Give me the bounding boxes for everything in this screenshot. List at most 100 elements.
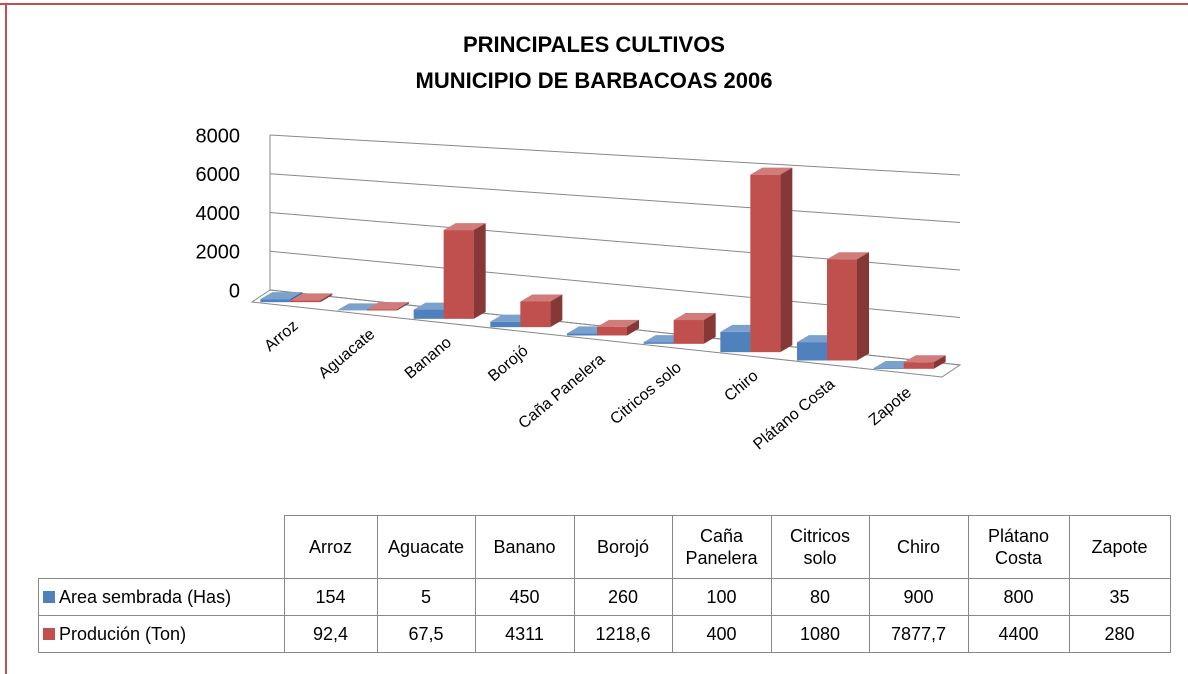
value-cell: 4400 xyxy=(967,615,1070,653)
grid-line xyxy=(269,173,961,223)
bar-front xyxy=(520,301,551,328)
category-cell: Citricos solo xyxy=(770,515,870,579)
value-cell: 1080 xyxy=(770,615,870,653)
value-cell: 100 xyxy=(671,578,772,616)
bar-front xyxy=(367,309,397,311)
bar xyxy=(520,294,563,328)
bar-top xyxy=(597,319,639,327)
bar-front xyxy=(567,333,597,336)
bar-front xyxy=(827,259,857,361)
bar-front xyxy=(260,299,291,303)
bar-top xyxy=(520,294,563,302)
y-tick-label: 0 xyxy=(229,280,240,302)
bar-top xyxy=(260,292,303,300)
bar-front xyxy=(797,342,827,361)
y-tick-label: 2000 xyxy=(196,242,241,264)
value-cell: 400 xyxy=(671,615,772,653)
table-header: Arroz Aguacate Banano Borojó Caña Panelera Ci… xyxy=(39,515,1171,579)
bar-front xyxy=(413,309,444,319)
category-cell: Banano xyxy=(474,515,575,579)
bar-side xyxy=(857,252,869,361)
category-cell: Plátano Costa xyxy=(967,515,1070,579)
bar-top xyxy=(443,223,486,231)
x-tick-label: Citricos solo xyxy=(607,359,685,428)
x-tick-label: Aguacate xyxy=(316,326,379,383)
bar-front xyxy=(873,368,904,369)
category-cell: Arroz xyxy=(283,515,378,579)
bar xyxy=(367,302,409,311)
bar xyxy=(443,223,486,319)
chart-subtitle: MUNICIPIO DE BARBACOAS 2006 xyxy=(416,68,773,93)
value-cell: 67,5 xyxy=(376,615,476,653)
bar xyxy=(827,252,869,361)
legend-key xyxy=(43,628,55,640)
legend-label: Area sembrada (Has) xyxy=(59,587,232,607)
x-tick-label: Banano xyxy=(402,334,455,383)
blank-cell xyxy=(39,516,285,579)
legend-cell: Produción (Ton) xyxy=(38,615,285,653)
bar-side xyxy=(320,293,333,303)
data-table: Arroz Aguacate Banano Borojó Caña Panelera Ci… xyxy=(38,515,1171,653)
y-tick-label: 6000 xyxy=(196,164,241,186)
x-tick-label: Zapote xyxy=(866,384,915,429)
legend-label: Produción (Ton) xyxy=(59,624,187,644)
bar-top xyxy=(903,355,946,363)
legend-key xyxy=(43,591,55,603)
value-cell: 80 xyxy=(770,578,870,616)
bar-top xyxy=(673,313,716,321)
table-row: Area sembrada (Has) 154 5 450 260 100 80 900 800… xyxy=(38,578,1171,616)
value-cell: 154 xyxy=(283,578,378,616)
value-cell: 1218,6 xyxy=(573,615,673,653)
category-cell: Aguacate xyxy=(376,515,476,579)
bar xyxy=(903,355,946,369)
category-cell: Zapote xyxy=(1068,515,1171,579)
bar-side xyxy=(703,313,716,344)
bar-side xyxy=(780,167,793,353)
bar xyxy=(750,167,793,353)
value-cell: 280 xyxy=(1068,615,1171,653)
value-cell: 260 xyxy=(573,578,673,616)
bar-side xyxy=(473,223,486,319)
y-tick-label: 4000 xyxy=(196,203,241,225)
x-tick-label: Plátano Costa xyxy=(750,376,838,454)
bar-front xyxy=(290,300,321,303)
table-row: Produción (Ton) 92,4 67,5 4311 1218,6 400 1080… xyxy=(38,615,1171,653)
bar-side xyxy=(550,294,563,328)
bar-side xyxy=(397,302,409,311)
value-cell: 92,4 xyxy=(283,615,378,653)
bar-front xyxy=(720,331,751,353)
bar-top xyxy=(290,293,333,301)
bar-side xyxy=(627,319,639,336)
x-tick-label: Chiro xyxy=(721,367,761,405)
x-tick-label: Arroz xyxy=(261,317,301,355)
category-cell: Chiro xyxy=(868,515,969,579)
x-tick-label: Borojó xyxy=(485,342,531,385)
bar-front xyxy=(903,362,934,369)
bar-front xyxy=(443,230,474,319)
value-cell: 7877,7 xyxy=(868,615,969,653)
bar xyxy=(597,319,639,336)
chart-title: PRINCIPALES CULTIVOS xyxy=(463,32,725,57)
category-cell: Caña Panelera xyxy=(671,515,772,579)
value-cell: 800 xyxy=(967,578,1070,616)
bar-front xyxy=(597,326,627,336)
bar-top xyxy=(827,252,869,260)
bar-front xyxy=(643,342,674,344)
legend-cell: Area sembrada (Has) xyxy=(38,578,285,616)
grid-line xyxy=(269,134,961,176)
value-cell: 4311 xyxy=(474,615,575,653)
category-cell: Borojó xyxy=(573,515,673,579)
bar-front xyxy=(490,321,521,328)
x-tick-label: Caña Panelera xyxy=(516,351,609,433)
value-cell: 5 xyxy=(376,578,476,616)
value-cell: 900 xyxy=(868,578,969,616)
y-tick-label: 8000 xyxy=(196,125,241,147)
value-cell: 35 xyxy=(1068,578,1171,616)
bar-front xyxy=(750,174,781,353)
bar-top xyxy=(367,302,409,310)
bar-side xyxy=(933,355,946,369)
bar xyxy=(673,313,716,344)
bar-front xyxy=(673,320,704,344)
